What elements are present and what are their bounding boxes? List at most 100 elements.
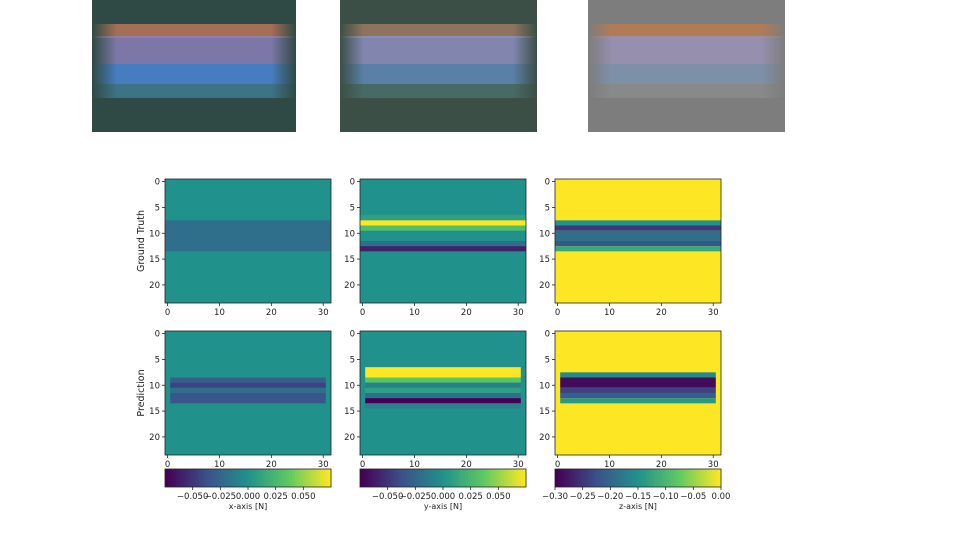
colorbar-segment <box>167 469 172 487</box>
colorbar-segment <box>178 469 183 487</box>
y-tick-label: 5 <box>545 355 550 365</box>
colorbar-segment <box>192 469 196 487</box>
colorbar-segment <box>701 469 705 487</box>
image-band <box>340 24 537 38</box>
colorbar-segment <box>640 469 645 487</box>
colorbar-segment <box>223 469 227 487</box>
heatmap-band <box>365 367 521 378</box>
colorbar-segment <box>709 469 714 487</box>
colorbar-segment <box>506 469 510 487</box>
colorbar-axis-label: x-axis [N] <box>229 502 267 511</box>
colorbar-tick-label: 0.000 <box>431 492 455 502</box>
colorbar-segment <box>593 469 597 487</box>
colorbar-tick-label: −0.050 <box>372 492 403 502</box>
colorbar-segment <box>306 469 310 487</box>
y-tick-label: 0 <box>350 330 355 340</box>
heatmap-band <box>365 382 521 388</box>
axes-frame <box>359 178 527 304</box>
y-tick-label: 15 <box>344 255 355 265</box>
colorbar-segment <box>443 469 447 487</box>
colorbar-segment <box>473 469 477 487</box>
colorbar-tick-label: −0.050 <box>177 492 208 502</box>
colorbar-segment <box>560 469 564 487</box>
colorbar-axis-label: y-axis [N] <box>424 502 462 511</box>
colorbar-tick-label: 0.025 <box>458 492 482 502</box>
colorbar-segment <box>300 469 304 487</box>
heatmap-band <box>560 387 716 393</box>
x-tick-label: 10 <box>409 308 420 318</box>
image-band <box>92 24 296 38</box>
colorbar-segment <box>401 469 405 487</box>
x-tick-label: 0 <box>165 460 170 470</box>
x-tick-label: 10 <box>604 460 615 470</box>
y-tick-label: 10 <box>149 229 160 239</box>
colorbar-segment <box>579 469 584 487</box>
colorbar-segment <box>184 469 188 487</box>
colorbar-segment <box>577 469 581 487</box>
colorbar-segment <box>365 469 369 487</box>
heatmap-band <box>365 393 521 399</box>
colorbar-segment <box>629 469 633 487</box>
colorbar-segment <box>395 469 400 487</box>
colorbar-segment <box>596 469 600 487</box>
colorbar-segment <box>250 469 255 487</box>
colorbar-segment <box>657 469 661 487</box>
colorbar-segment <box>467 469 472 487</box>
image-band <box>588 64 785 84</box>
colorbar-segment <box>445 469 450 487</box>
colorbar-segment <box>404 469 408 487</box>
colorbar-segment <box>495 469 499 487</box>
colorbar-segment <box>283 469 288 487</box>
y-tick-label: 0 <box>155 178 160 188</box>
colorbar-segment <box>423 469 427 487</box>
colorbar-segment <box>651 469 656 487</box>
colorbar-segment <box>275 469 279 487</box>
y-tick-label: 0 <box>155 330 160 340</box>
colorbar-segment <box>698 469 703 487</box>
colorbar-segment <box>470 469 474 487</box>
colorbar-segment <box>682 469 686 487</box>
y-tick-label: 10 <box>344 381 355 391</box>
colorbar-segment <box>426 469 430 487</box>
colorbar-segment <box>437 469 441 487</box>
heatmap-band <box>170 387 326 393</box>
colorbar-segment <box>256 469 260 487</box>
colorbar-segment <box>440 469 444 487</box>
colorbar-segment <box>621 469 625 487</box>
colorbar-segment <box>409 469 414 487</box>
heatmap-band <box>555 230 721 241</box>
colorbar-segment <box>509 469 513 487</box>
colorbar-segment <box>679 469 683 487</box>
colorbar-segment <box>568 469 573 487</box>
colorbar-segment <box>234 469 238 487</box>
colorbar-tick-label: −0.025 <box>205 492 236 502</box>
y-tick-label: 5 <box>350 203 355 213</box>
heatmap-band <box>560 372 716 378</box>
colorbar-segment <box>574 469 578 487</box>
x-tick-label: 0 <box>555 308 560 318</box>
heatmap-band <box>170 382 326 388</box>
x-tick-label: 10 <box>604 308 615 318</box>
y-tick-label: 0 <box>350 178 355 188</box>
image-band <box>92 36 296 64</box>
heatmap-band <box>360 215 526 221</box>
colorbar-segment <box>181 469 185 487</box>
colorbar-segment <box>685 469 689 487</box>
x-tick-label: 20 <box>656 460 667 470</box>
colorbar-segment <box>635 469 639 487</box>
heatmap-band <box>555 220 721 226</box>
colorbar-segment <box>379 469 383 487</box>
colorbar-segment <box>478 469 483 487</box>
image-band <box>92 64 296 84</box>
heatmap-band <box>360 246 526 252</box>
colorbar-segment <box>557 469 562 487</box>
colorbar-segment <box>673 469 678 487</box>
colorbar-segment <box>303 469 307 487</box>
heatmap-band <box>560 398 716 404</box>
colorbar-segment <box>189 469 194 487</box>
colorbar-segment <box>228 469 232 487</box>
x-tick-label: 30 <box>708 308 719 318</box>
x-tick-label: 30 <box>708 460 719 470</box>
colorbar-segment <box>292 469 296 487</box>
